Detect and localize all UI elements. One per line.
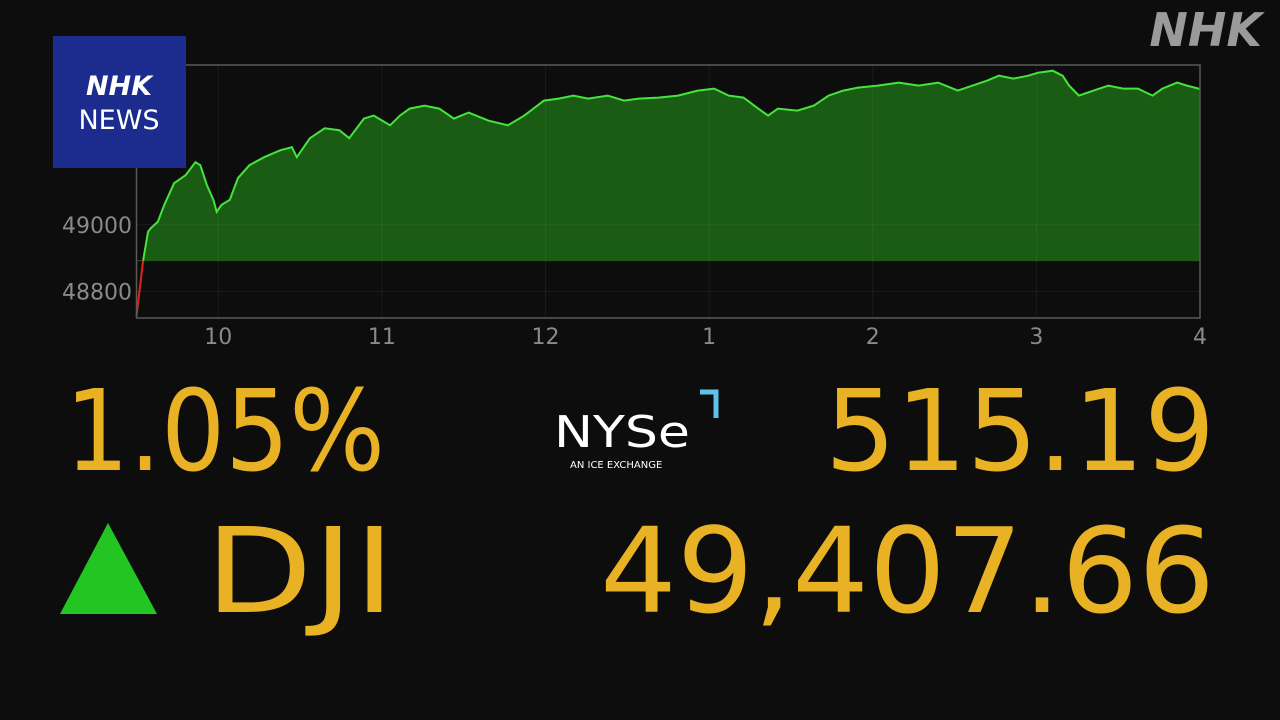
- area-fill: [143, 70, 1200, 261]
- price-line: [142, 69, 1201, 261]
- corner-logo: NHK: [1149, 3, 1265, 57]
- news-badge: [53, 36, 186, 168]
- exchange-logo: NYSe: [554, 407, 690, 458]
- y-tick-label: 49000: [62, 214, 132, 239]
- x-tick-label: 11: [368, 325, 396, 350]
- exchange-tagline: AN ICE EXCHANGE: [570, 460, 662, 471]
- x-tick-label: 2: [866, 325, 880, 350]
- x-tick-label: 4: [1193, 325, 1207, 350]
- change: 515.19: [825, 367, 1215, 497]
- x-tick-label: 1: [702, 325, 716, 350]
- y-tick-label: 48800: [62, 280, 132, 305]
- x-tick-label: 3: [1029, 325, 1043, 350]
- price: 49,407.66: [600, 502, 1215, 640]
- x-tick-label: 12: [532, 325, 560, 350]
- x-tick-label: 10: [204, 325, 232, 350]
- index-name: DJI: [205, 502, 395, 640]
- badge-top: NHK: [86, 71, 154, 102]
- badge-bottom: NEWS: [78, 105, 159, 136]
- exchange-logo-corner: [700, 389, 719, 418]
- plot-frame: [135, 64, 1201, 319]
- up-arrow: [60, 523, 157, 614]
- change-percent: 1.05%: [65, 367, 385, 497]
